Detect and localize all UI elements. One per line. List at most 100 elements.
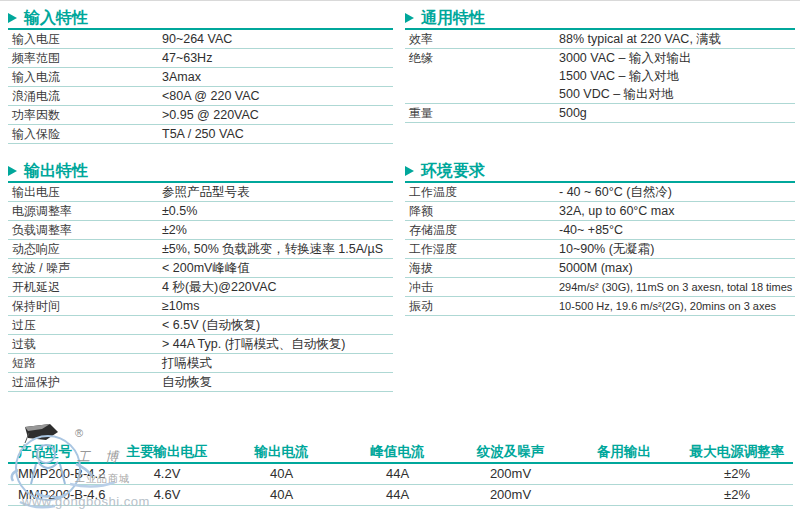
spec-label: 过温保护 <box>8 373 162 391</box>
model-table-cell: 40A <box>222 485 341 505</box>
spec-row: 输入电流3Amax <box>8 68 393 87</box>
spec-label: 海拔 <box>405 259 559 277</box>
spec-value: < 200mV峰峰值 <box>162 259 393 277</box>
spec-value: >0.95 @ 220VAC <box>162 106 393 124</box>
top-divider <box>0 0 800 1</box>
spec-value: 47~63Hz <box>162 49 393 67</box>
spec-label: 输出电压 <box>8 183 162 201</box>
spec-value: > 44A Typ. (打嗝模式、自动恢复) <box>162 335 393 353</box>
spec-row: 效率88% typical at 220 VAC, 满载 <box>405 30 795 49</box>
model-table-header-cell: 主要输出电压 <box>112 442 222 462</box>
spec-row: 振动10-500 Hz, 19.6 m/s²(2G), 20mins on 3 … <box>405 297 795 316</box>
spec-row: 绝缘3000 VAC – 输入对输出1500 VAC – 输入对地500 VDC… <box>405 49 795 104</box>
model-table-cell: 40A <box>222 464 341 484</box>
model-table-row: MMP200-B-4.64.6V40A44A200mV ±2% <box>8 485 793 506</box>
spec-label: 绝缘 <box>405 49 559 103</box>
spec-row: 工作湿度10~90% (无凝霜) <box>405 240 795 259</box>
spec-value: 4 秒(最大)@220VAC <box>162 278 393 296</box>
spec-label: 输入保险 <box>8 125 162 143</box>
spec-value: < 6.5V (自动恢复) <box>162 316 393 334</box>
spec-label: 存储温度 <box>405 221 559 239</box>
model-table-cell: ±2% <box>681 464 793 484</box>
spec-value: 3000 VAC – 输入对输出1500 VAC – 输入对地500 VDC –… <box>559 49 795 103</box>
spec-value: <80A @ 220 VAC <box>162 87 393 105</box>
spec-row: 输入保险T5A / 250 VAC <box>8 125 393 144</box>
section-title-text: 通用特性 <box>421 8 485 29</box>
spec-label: 冲击 <box>405 278 559 296</box>
model-table-cell: 200mV <box>454 485 567 505</box>
model-table-row: MMP200-B-4.24.2V40A44A200mV±2% <box>8 464 793 485</box>
spec-label: 效率 <box>405 30 559 48</box>
spec-row: 过载> 44A Typ. (打嗝模式、自动恢复) <box>8 335 393 354</box>
spec-label: 工作湿度 <box>405 240 559 258</box>
spec-label: 过压 <box>8 316 162 334</box>
spec-label: 负载调整率 <box>8 221 162 239</box>
spec-value: ≥10ms <box>162 297 393 315</box>
arrow-right-icon <box>405 166 414 176</box>
section-general-characteristics: 通用特性效率88% typical at 220 VAC, 满载绝缘3000 V… <box>405 8 795 123</box>
spec-value: 5000M (max) <box>559 259 795 277</box>
arrow-right-icon <box>405 13 414 23</box>
section-title: 环境要求 <box>405 161 795 183</box>
model-table-cell: 4.6V <box>112 485 222 505</box>
model-table-cell: MMP200-B-4.2 <box>8 464 112 484</box>
model-table-cell: 4.2V <box>112 464 222 484</box>
spec-value: 打嗝模式 <box>162 354 393 372</box>
model-table-cell: 200mV <box>454 464 567 484</box>
spec-value: 90~264 VAC <box>162 30 393 48</box>
spec-row: 过压< 6.5V (自动恢复) <box>8 316 393 335</box>
spec-value: -40~ +85°C <box>559 221 795 239</box>
spec-row: 输入电压90~264 VAC <box>8 30 393 49</box>
arrow-right-icon <box>8 166 17 176</box>
spec-label: 振动 <box>405 297 559 315</box>
spec-row: 过温保护自动恢复 <box>8 373 393 392</box>
spec-row: 功率因数>0.95 @ 220VAC <box>8 106 393 125</box>
spec-label: 过载 <box>8 335 162 353</box>
spec-row: 电源调整率±0.5% <box>8 202 393 221</box>
model-table-cell: 44A <box>341 485 454 505</box>
model-table-cell <box>567 464 681 484</box>
spec-row: 存储温度-40~ +85°C <box>405 221 795 240</box>
model-table-cell: MMP200-B-4.6 <box>8 485 112 505</box>
model-table-header-cell: 输出电流 <box>222 442 341 462</box>
spec-value: 88% typical at 220 VAC, 满载 <box>559 30 795 48</box>
section-environment-requirements: 环境要求工作温度- 40 ~ 60°C (自然冷)降额32A, up to 60… <box>405 161 795 316</box>
model-table: 产品型号主要输出电压输出电流峰值电流纹波及噪声备用输出最大电源调整率 MMP20… <box>8 442 793 506</box>
spec-row: 输出电压参照产品型号表 <box>8 183 393 202</box>
spec-row: 负载调整率±2% <box>8 221 393 240</box>
spec-value-line: 500 VDC – 输出对地 <box>559 85 795 103</box>
model-table-header-cell: 备用输出 <box>567 442 681 462</box>
spec-row: 纹波 / 噪声< 200mV峰峰值 <box>8 259 393 278</box>
section-title: 输入特性 <box>8 8 393 30</box>
spec-value: 500g <box>559 104 795 122</box>
model-table-header-cell: 峰值电流 <box>341 442 454 462</box>
spec-label: 电源调整率 <box>8 202 162 220</box>
spec-row: 降额32A, up to 60°C max <box>405 202 795 221</box>
model-table-cell <box>567 485 681 505</box>
model-table-cell: ±2% <box>681 485 793 505</box>
model-table-header-cell: 纹波及噪声 <box>454 442 567 462</box>
spec-label: 浪涌电流 <box>8 87 162 105</box>
model-table-header-cell: 产品型号 <box>8 442 112 462</box>
spec-value-line: 1500 VAC – 输入对地 <box>559 67 795 85</box>
spec-label: 短路 <box>8 354 162 372</box>
spec-label: 动态响应 <box>8 240 162 258</box>
spec-label: 输入电流 <box>8 68 162 86</box>
model-table-header-cell: 最大电源调整率 <box>681 442 793 462</box>
registered-mark: ® <box>75 427 83 439</box>
spec-value: 参照产品型号表 <box>162 183 393 201</box>
section-title: 通用特性 <box>405 8 795 30</box>
spec-row: 短路打嗝模式 <box>8 354 393 373</box>
spec-value: ±5%, 50% 负载跳变，转换速率 1.5A/µS <box>162 240 393 258</box>
spec-row: 海拔5000M (max) <box>405 259 795 278</box>
spec-label: 工作温度 <box>405 183 559 201</box>
spec-row: 浪涌电流<80A @ 220 VAC <box>8 87 393 106</box>
spec-value: ±0.5% <box>162 202 393 220</box>
spec-value: 32A, up to 60°C max <box>559 202 795 220</box>
arrow-right-icon <box>8 13 17 23</box>
spec-value-line: 3000 VAC – 输入对输出 <box>559 49 795 67</box>
spec-row: 重量500g <box>405 104 795 123</box>
spec-value: 3Amax <box>162 68 393 86</box>
section-title: 输出特性 <box>8 161 393 183</box>
section-output-characteristics: 输出特性输出电压参照产品型号表电源调整率±0.5%负载调整率±2%动态响应±5%… <box>8 161 393 392</box>
